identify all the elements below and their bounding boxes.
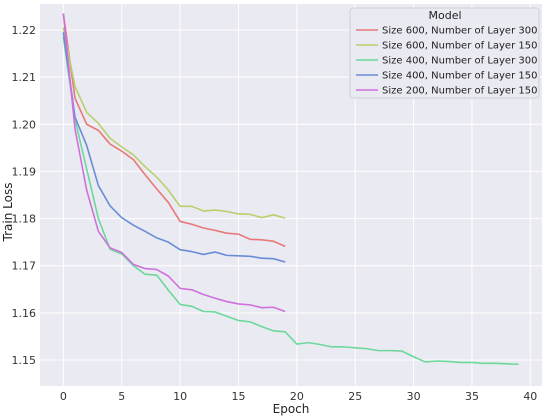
legend-box bbox=[349, 7, 540, 99]
x-tick-label: 15 bbox=[231, 390, 245, 403]
x-tick-label: 25 bbox=[348, 390, 362, 403]
legend-label: Size 400, Number of Layer 300 bbox=[382, 56, 537, 67]
y-tick-label: 1.17 bbox=[12, 260, 37, 273]
legend-label: Size 200, Number of Layer 150 bbox=[382, 86, 537, 97]
y-tick-label: 1.19 bbox=[12, 165, 37, 178]
x-axis-label: Epoch bbox=[273, 402, 310, 416]
x-tick-label: 0 bbox=[60, 390, 67, 403]
y-tick-label: 1.15 bbox=[12, 354, 37, 367]
legend-items: Size 600, Number of Layer 300 Size 600, N… bbox=[356, 26, 537, 97]
x-tick-labels: 0 5 10 15 20 25 30 35 40 bbox=[60, 390, 537, 403]
legend-label: Size 600, Number of Layer 150 bbox=[382, 41, 537, 52]
y-tick-label: 1.20 bbox=[12, 118, 37, 131]
x-tick-label: 30 bbox=[407, 390, 421, 403]
series-line bbox=[62, 32, 286, 263]
legend-title: Model bbox=[428, 9, 461, 22]
x-tick-label: 5 bbox=[118, 390, 125, 403]
series-line bbox=[62, 13, 286, 313]
x-tick-label: 20 bbox=[290, 390, 304, 403]
y-tick-label: 1.21 bbox=[12, 71, 37, 84]
legend: Model Size 600, Number of Layer 300Size … bbox=[349, 7, 540, 99]
y-tick-label: 1.16 bbox=[12, 307, 37, 320]
y-axis-label: Train Loss bbox=[1, 183, 15, 243]
series-line bbox=[62, 13, 286, 248]
series-line bbox=[62, 27, 286, 219]
x-tick-label: 10 bbox=[173, 390, 187, 403]
legend-label: Size 400, Number of Layer 150 bbox=[382, 71, 537, 82]
series-lines bbox=[62, 13, 519, 366]
y-tick-label: 1.18 bbox=[12, 213, 37, 226]
y-tick-labels: 1.15 1.16 1.17 1.18 1.19 1.20 1.21 1.22 bbox=[12, 24, 37, 367]
y-tick-label: 1.22 bbox=[12, 24, 37, 37]
x-tick-label: 35 bbox=[465, 390, 479, 403]
legend-label: Size 600, Number of Layer 300 bbox=[382, 26, 537, 37]
x-tick-label: 40 bbox=[523, 390, 537, 403]
series-line bbox=[62, 36, 519, 366]
